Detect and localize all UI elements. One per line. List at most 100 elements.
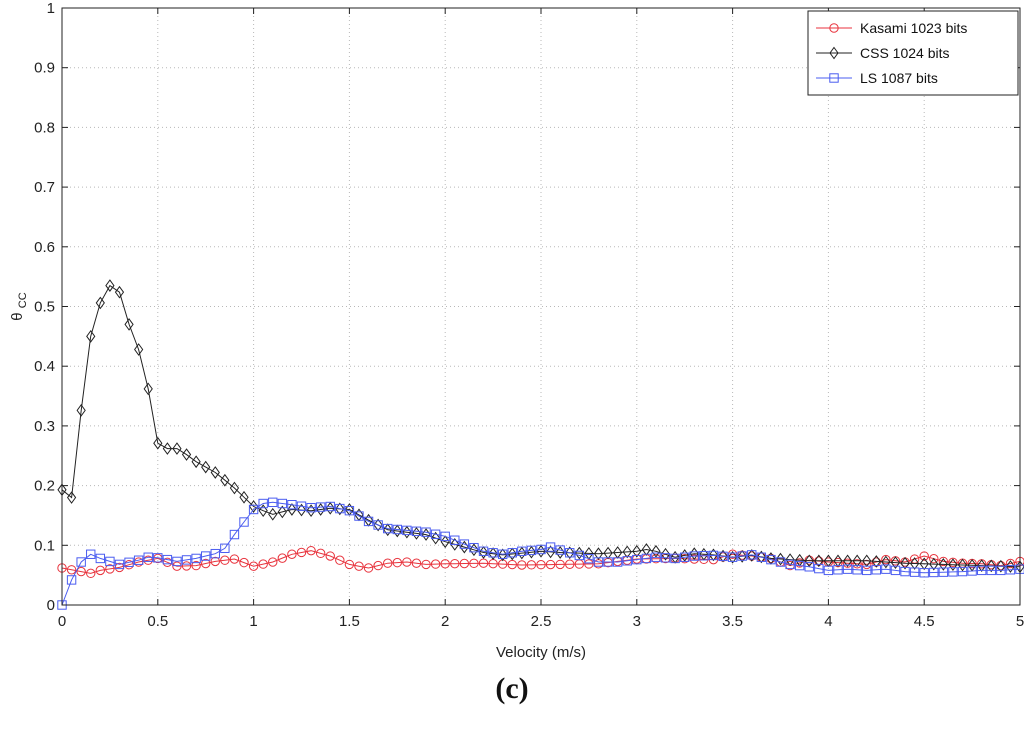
data-point: [804, 562, 814, 572]
data-point: [258, 498, 268, 509]
data-point: [919, 557, 929, 571]
data-point: [239, 490, 249, 504]
tick-labels: 0 0.5 1 1.5 2 2.5 3 3.5 4 4.5 5 0 0.1 0.2 0.3 0.4 0.5 0.6…: [34, 0, 1024, 630]
data-point: [450, 558, 460, 569]
data-point: [335, 503, 345, 514]
data-point: [603, 546, 613, 560]
y-tick-label: 0.8: [34, 119, 55, 136]
data-point: [383, 558, 393, 568]
data-point: [794, 560, 805, 571]
data-point: [430, 529, 441, 539]
data-point: [929, 567, 939, 578]
data-point: [363, 563, 374, 573]
data-point: [708, 548, 719, 562]
data-point: [459, 558, 470, 569]
data-point: [526, 545, 537, 556]
data-point: [258, 559, 268, 569]
data-point: [181, 561, 192, 571]
x-tick-label: 4.5: [914, 613, 935, 630]
x-tick-label: 5: [1016, 613, 1024, 630]
data-point: [862, 559, 872, 570]
data-point: [373, 518, 383, 532]
data-point: [201, 460, 211, 474]
y-tick-label: 0.9: [34, 60, 55, 77]
data-point: [248, 561, 259, 571]
data-point: [306, 502, 316, 513]
series-ls-1087-bits: [57, 497, 1024, 610]
data-point: [162, 442, 172, 455]
data-point: [431, 531, 441, 545]
data-point: [277, 498, 288, 509]
data-point: [421, 527, 431, 537]
data-point: [440, 531, 450, 542]
data-point: [593, 557, 604, 567]
data-point: [555, 545, 565, 555]
data-point: [574, 550, 585, 561]
data-point: [919, 551, 929, 561]
data-point: [421, 559, 431, 570]
data-point: [929, 557, 939, 571]
data-point: [373, 520, 383, 530]
data-point: [565, 548, 575, 558]
data-point: [239, 517, 249, 527]
data-point: [354, 561, 364, 571]
data-point: [344, 505, 355, 516]
data-point: [823, 565, 834, 576]
data-point: [507, 548, 517, 558]
data-point: [498, 548, 508, 562]
data-point: [536, 560, 546, 570]
data-point: [134, 343, 144, 356]
data-point: [871, 565, 881, 575]
data-point: [948, 558, 958, 572]
x-tick-label: 0: [58, 613, 66, 630]
y-tick-label: 0.6: [34, 239, 55, 256]
data-point: [833, 554, 843, 568]
x-axis-label: Velocity (m/s): [496, 644, 586, 661]
series-line: [61, 501, 1021, 606]
data-point: [201, 551, 211, 561]
data-point: [201, 558, 211, 569]
data-point: [172, 442, 182, 455]
data-point: [641, 543, 651, 556]
data-point: [517, 560, 527, 570]
plot-area: [62, 8, 1020, 605]
legend-marker: [829, 73, 839, 83]
data-point: [967, 566, 977, 576]
data-point: [890, 565, 901, 576]
data-point: [430, 559, 441, 569]
data-point: [86, 549, 96, 559]
data-point: [632, 554, 642, 565]
data-point: [105, 556, 115, 567]
data-point: [478, 558, 489, 568]
data-point: [766, 554, 776, 565]
data-point: [229, 554, 240, 564]
x-tick-label: 2.5: [531, 613, 552, 630]
data-point: [842, 558, 853, 568]
data-point: [986, 565, 996, 576]
x-tick-label: 1.5: [339, 613, 360, 630]
data-point: [785, 559, 795, 570]
data-point: [775, 552, 786, 566]
data-point: [306, 545, 316, 556]
y-tick-label: 1: [47, 0, 55, 17]
data-point: [900, 556, 910, 570]
data-point: [871, 555, 881, 568]
data-point: [220, 555, 230, 565]
data-point: [229, 529, 240, 540]
data-point: [852, 565, 862, 575]
data-point: [488, 547, 498, 561]
data-point: [325, 501, 335, 512]
data-point: [862, 565, 872, 576]
data-point: [325, 551, 335, 561]
data-point: [986, 559, 996, 573]
x-tick-label: 3: [633, 613, 641, 630]
data-point: [948, 567, 958, 577]
data-point: [248, 500, 259, 513]
data-point: [95, 296, 105, 310]
y-tick-label: 0.4: [34, 358, 55, 375]
data-point: [287, 500, 297, 510]
data-point: [76, 557, 86, 567]
data-point: [910, 557, 920, 570]
data-point: [852, 559, 862, 569]
data-point: [737, 551, 747, 561]
